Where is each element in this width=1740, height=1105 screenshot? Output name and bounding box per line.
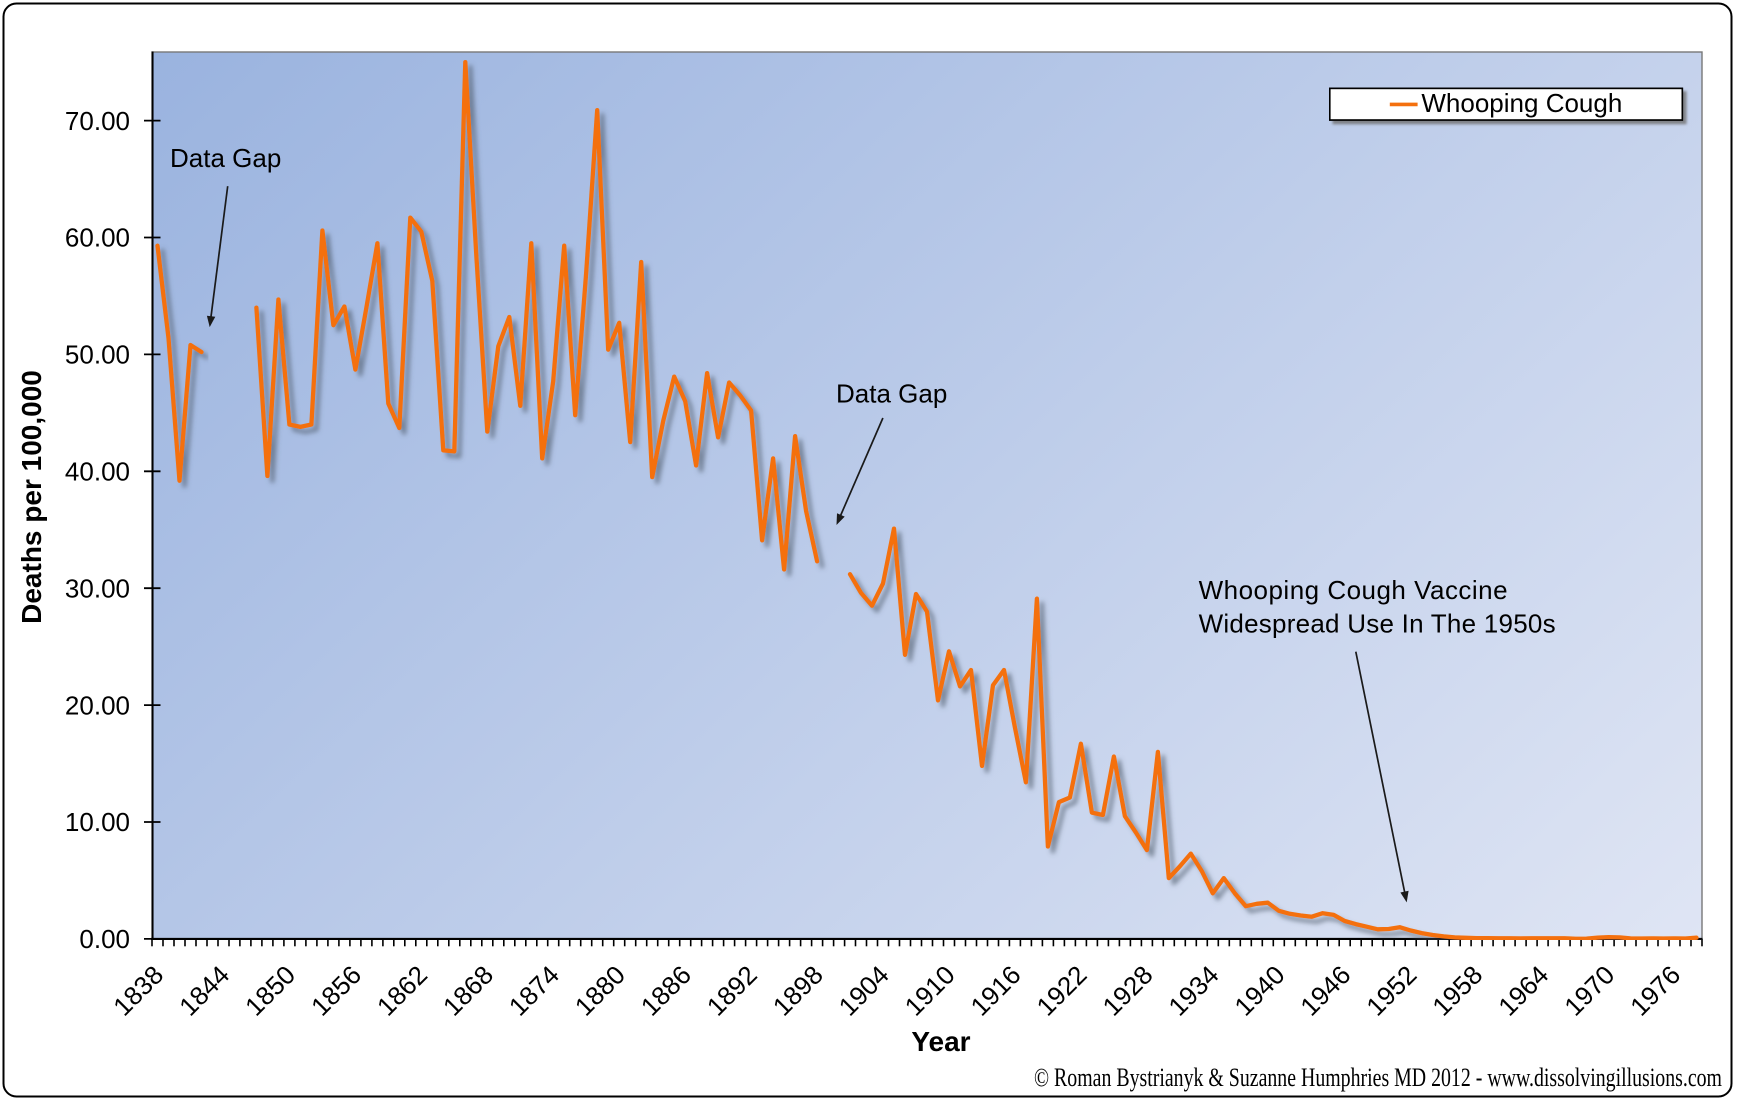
svg-text:20.00: 20.00: [65, 690, 130, 720]
svg-text:Deaths per 100,000: Deaths per 100,000: [16, 370, 47, 624]
svg-text:10.00: 10.00: [65, 807, 130, 837]
svg-text:50.00: 50.00: [65, 340, 130, 370]
svg-text:Year: Year: [911, 1026, 970, 1057]
svg-text:© Roman Bystrianyk & Suzanne H: © Roman Bystrianyk & Suzanne Humphries M…: [1034, 1063, 1722, 1092]
svg-text:Data Gap: Data Gap: [170, 143, 281, 173]
svg-text:60.00: 60.00: [65, 223, 130, 253]
svg-text:Widespread Use In The 1950s: Widespread Use In The 1950s: [1199, 609, 1556, 639]
svg-text:Data Gap: Data Gap: [836, 379, 947, 409]
svg-text:0.00: 0.00: [79, 924, 130, 954]
svg-text:Whooping Cough Vaccine: Whooping Cough Vaccine: [1199, 575, 1508, 605]
svg-text:Whooping Cough: Whooping Cough: [1421, 88, 1622, 118]
svg-text:70.00: 70.00: [65, 106, 130, 136]
svg-text:30.00: 30.00: [65, 573, 130, 603]
svg-text:40.00: 40.00: [65, 457, 130, 487]
